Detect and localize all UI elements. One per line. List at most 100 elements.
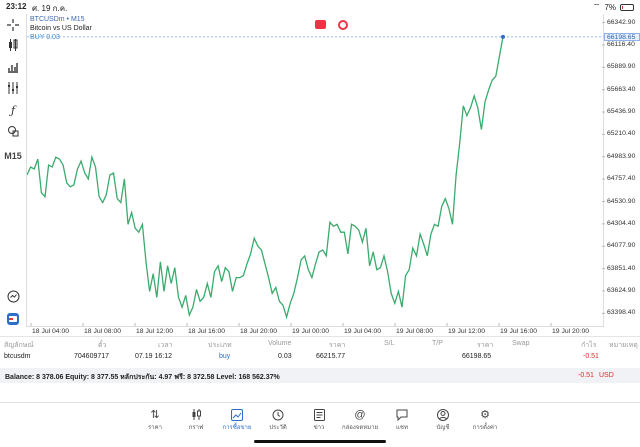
status-indicators: ⌔ 7% xyxy=(593,2,634,12)
x-tick-label: 19 Jul 16:00 xyxy=(500,328,538,335)
nav-news[interactable]: ข่าว xyxy=(299,409,339,432)
function-icon[interactable]: ƒ xyxy=(10,103,16,117)
header-sl: S/L xyxy=(384,340,395,347)
battery-icon xyxy=(620,3,634,11)
y-tick-label: 63624.90 xyxy=(607,286,636,294)
nav-quotes[interactable]: ⇅ ราคา xyxy=(135,409,175,432)
x-tick-label: 18 Jul 08:00 xyxy=(84,328,122,335)
positions-header: สัญลักษณ์ ตั๋ว เวลา ประเภท Volume ราคา S… xyxy=(0,336,640,350)
sliders-icon[interactable] xyxy=(4,79,22,97)
nav-trade-label: การซื้อขาย xyxy=(222,425,252,431)
price-line xyxy=(26,36,504,320)
nav-news-label: ข่าว xyxy=(313,425,325,431)
position-volume: 0.03 xyxy=(278,353,292,360)
position-price: 66198.65 xyxy=(462,353,492,360)
indicators-icon[interactable] xyxy=(4,36,22,54)
nav-history-label: ประวัติ xyxy=(269,425,287,431)
nav-chat[interactable]: แชท xyxy=(382,409,422,432)
position-open-price: 66215.77 xyxy=(316,353,346,360)
price-axis: 66342.90 66116.40 65889.90 65663.40 65436.90… xyxy=(604,14,640,326)
header-ticket: ตั๋ว xyxy=(98,342,107,349)
balance-summary: Balance: 8 378.06 Equity: 8 377.55 หลักป… xyxy=(5,374,280,381)
chart-type-icon[interactable] xyxy=(4,58,22,76)
battery-percent: 7% xyxy=(604,2,616,12)
signal-icon[interactable] xyxy=(338,20,348,30)
x-tick-label: 19 Jul 12:00 xyxy=(448,328,486,335)
y-tick-label: 65210.40 xyxy=(607,130,636,138)
position-profit: -0.51 xyxy=(583,353,599,360)
y-tick-label: 63851.40 xyxy=(607,264,636,272)
nav-mailbox[interactable]: @ กล่องจดหมาย xyxy=(340,409,380,432)
header-profit: กำไร xyxy=(581,342,597,349)
nav-account[interactable]: บัญชี xyxy=(423,409,463,432)
candles-icon xyxy=(176,409,216,422)
buy-position-label: BUY 0.03 xyxy=(30,34,60,41)
nav-mailbox-label: กล่องจดหมาย xyxy=(341,425,379,431)
nav-settings-label: การตั้งค่า xyxy=(472,425,498,431)
position-time: 07.19 16:12 xyxy=(135,353,172,360)
chat-icon xyxy=(382,409,422,422)
symbol-description: Bitcoin vs US Dollar xyxy=(30,25,92,32)
balance-bar: Balance: 8 378.06 Equity: 8 377.55 หลักป… xyxy=(0,368,640,383)
x-tick-label: 18 Jul 16:00 xyxy=(188,328,226,335)
status-date: ศ. 19 ก.ค. xyxy=(32,4,68,13)
chart-toolbar: ƒ M15 xyxy=(0,14,26,330)
chart-quick-icons xyxy=(315,20,348,30)
trade-panel-icon[interactable] xyxy=(4,310,22,328)
account-currency: USD xyxy=(599,372,614,379)
status-bar: 23:12 ศ. 19 ก.ค. ⌔ 7% xyxy=(0,0,640,14)
one-click-trading-icon[interactable] xyxy=(315,20,326,29)
y-tick-label: 66342.90 xyxy=(607,18,636,26)
news-icon xyxy=(299,409,339,422)
position-type: buy xyxy=(219,353,231,360)
nav-account-label: บัญชี xyxy=(436,425,450,431)
nav-history[interactable]: ประวัติ xyxy=(258,409,298,432)
chart-area[interactable] xyxy=(26,14,605,326)
trade-icon xyxy=(217,409,257,422)
nav-quotes-label: ราคา xyxy=(148,425,162,431)
header-symbol: สัญลักษณ์ xyxy=(4,342,34,349)
header-price: ราคา xyxy=(477,342,494,349)
position-row[interactable]: btcusdm 704609717 07.19 16:12 buy 0.03 6… xyxy=(0,350,640,367)
x-tick-label: 18 Jul 04:00 xyxy=(32,328,70,335)
header-time: เวลา xyxy=(158,342,173,349)
y-tick-label: 64077.90 xyxy=(607,242,636,250)
y-tick-label: 65436.90 xyxy=(607,108,636,116)
wifi-icon: ⌔ xyxy=(592,2,601,11)
header-tp: T/P xyxy=(432,340,443,347)
bottom-navigation: ⇅ ราคา กราฟ การซื้อขาย ประวัติ ข่าว @ กล… xyxy=(0,402,640,447)
zoom-icon[interactable] xyxy=(4,287,22,305)
x-tick-label: 18 Jul 20:00 xyxy=(240,328,278,335)
time-axis: 18 Jul 04:00 18 Jul 08:00 18 Jul 12:00 18 J… xyxy=(26,326,604,336)
nav-chat-label: แชท xyxy=(396,425,408,431)
x-tick-label: 19 Jul 20:00 xyxy=(552,328,590,335)
y-tick-label: 63398.40 xyxy=(607,309,636,317)
last-price-dot xyxy=(501,34,505,39)
nav-trade[interactable]: การซื้อขาย xyxy=(217,409,257,432)
position-ticket: 704609717 xyxy=(74,353,110,360)
x-tick-label: 19 Jul 04:00 xyxy=(344,328,382,335)
history-icon xyxy=(258,409,298,422)
shapes-icon[interactable] xyxy=(4,122,22,140)
price-chart[interactable] xyxy=(26,14,605,326)
nav-chart-label: กราฟ xyxy=(188,425,204,431)
x-tick-label: 18 Jul 12:00 xyxy=(136,328,174,335)
arrows-icon: ⇅ xyxy=(150,409,160,421)
timeframe-button[interactable]: M15 xyxy=(4,151,22,161)
crosshair-icon[interactable] xyxy=(4,16,22,34)
chart-info: BTCUSDm • M15 Bitcoin vs US Dollar BUY 0… xyxy=(30,15,92,42)
header-comment: หมายเหตุ xyxy=(609,342,638,349)
positions-table: สัญลักษณ์ ตั๋ว เวลา ประเภท Volume ราคา S… xyxy=(0,336,640,367)
position-symbol: btcusdm xyxy=(4,353,31,360)
nav-chart[interactable]: กราฟ xyxy=(176,409,216,432)
nav-settings[interactable]: ⚙ การตั้งค่า xyxy=(465,409,505,432)
y-tick-label: 64530.90 xyxy=(607,197,636,205)
x-tick-label: 19 Jul 08:00 xyxy=(396,328,434,335)
mail-icon: @ xyxy=(354,409,366,421)
header-volume: Volume xyxy=(268,340,292,347)
symbol-label: BTCUSDm • M15 xyxy=(30,16,85,23)
home-indicator xyxy=(254,440,386,443)
y-tick-label: 65889.90 xyxy=(607,63,636,71)
y-tick-label: 64757.40 xyxy=(607,175,636,183)
settings-icon: ⚙ xyxy=(480,409,490,421)
